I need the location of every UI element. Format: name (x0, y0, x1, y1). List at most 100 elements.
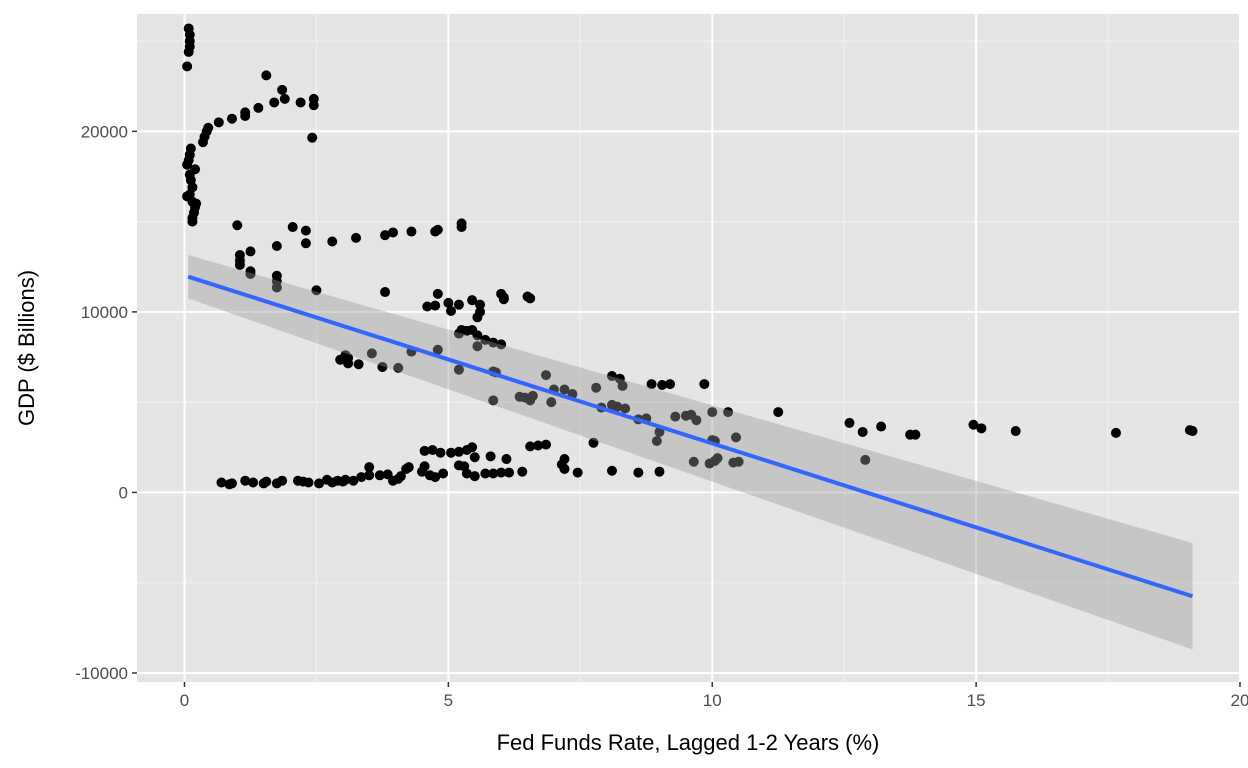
data-point (446, 305, 457, 316)
major-gridlines (137, 14, 1241, 682)
data-point (300, 225, 311, 236)
data-point (185, 143, 196, 154)
data-point (348, 475, 359, 486)
data-point (976, 423, 987, 434)
data-point (393, 362, 404, 373)
x-axis-title: Fed Funds Rate, Lagged 1-2 Years (%) (497, 730, 880, 755)
data-point (699, 379, 710, 390)
data-point (733, 456, 744, 467)
data-point (606, 370, 617, 381)
data-point (287, 222, 298, 233)
data-point (572, 467, 583, 478)
data-point (617, 380, 628, 391)
data-point (633, 467, 644, 478)
data-point (467, 442, 478, 453)
data-point (559, 454, 570, 465)
data-point (504, 467, 515, 478)
data-point (712, 453, 723, 464)
y-tick-label: -10000 (75, 664, 128, 683)
data-point (277, 475, 288, 486)
data-point (422, 301, 433, 312)
data-point (406, 226, 417, 237)
y-axis-title: GDP ($ Billions) (14, 270, 39, 426)
data-point (591, 382, 602, 393)
x-tick-label: 10 (703, 691, 722, 710)
data-point (277, 84, 288, 95)
data-point (327, 236, 338, 247)
data-point (446, 447, 457, 458)
data-point (213, 117, 224, 128)
data-point (480, 334, 491, 345)
data-point (475, 299, 486, 310)
data-point (430, 472, 441, 483)
data-point (387, 227, 398, 238)
data-point (691, 415, 702, 426)
data-point (467, 295, 478, 306)
data-point (453, 299, 464, 310)
plot-panel (137, 14, 1240, 682)
data-point (469, 471, 480, 482)
x-tick-label: 0 (180, 691, 189, 710)
data-point (295, 97, 306, 108)
data-point (773, 407, 784, 418)
data-point (657, 380, 668, 391)
data-point (374, 470, 385, 481)
data-point (419, 461, 430, 472)
y-tick-label: 0 (119, 483, 128, 502)
data-point (496, 339, 507, 350)
data-point (364, 462, 375, 473)
data-point (269, 97, 280, 108)
data-point (380, 230, 391, 241)
data-point (472, 330, 483, 341)
data-point (480, 468, 491, 479)
data-point (356, 472, 367, 483)
data-point (307, 132, 318, 143)
y-tick-label: 10000 (81, 303, 128, 322)
data-point (723, 407, 734, 418)
data-point (501, 454, 512, 465)
data-point (910, 429, 921, 440)
data-point (488, 468, 499, 479)
data-point (443, 297, 454, 308)
data-point (688, 456, 699, 467)
data-point (226, 113, 237, 124)
data-point (860, 454, 871, 465)
data-point (240, 475, 251, 486)
data-point (311, 285, 322, 296)
confidence-band (188, 255, 1193, 650)
data-point (1187, 426, 1198, 437)
data-point (453, 364, 464, 375)
data-point (588, 437, 599, 448)
y-tick-label: 20000 (81, 122, 128, 141)
data-point (183, 46, 194, 57)
data-point (438, 468, 449, 479)
data-point (271, 240, 282, 251)
data-point (485, 451, 496, 462)
data-points (182, 23, 1198, 490)
data-point (844, 417, 855, 428)
data-point (248, 477, 259, 488)
data-point (303, 477, 314, 488)
data-point (430, 300, 441, 311)
data-point (646, 379, 657, 390)
data-point (245, 268, 256, 279)
data-point (533, 440, 544, 451)
data-point (559, 384, 570, 395)
data-point (366, 348, 377, 359)
x-tick-label: 15 (967, 691, 986, 710)
data-point (377, 361, 388, 372)
data-point (432, 288, 443, 299)
data-point (517, 466, 528, 477)
data-point (620, 403, 631, 414)
data-point (857, 426, 868, 437)
data-point (432, 344, 443, 355)
data-point (314, 478, 325, 489)
data-point (525, 293, 536, 304)
data-point (651, 435, 662, 446)
data-point (380, 287, 391, 298)
data-point (232, 220, 243, 231)
regression-line (187, 274, 1194, 599)
data-point (1110, 427, 1121, 438)
data-point (559, 463, 570, 474)
